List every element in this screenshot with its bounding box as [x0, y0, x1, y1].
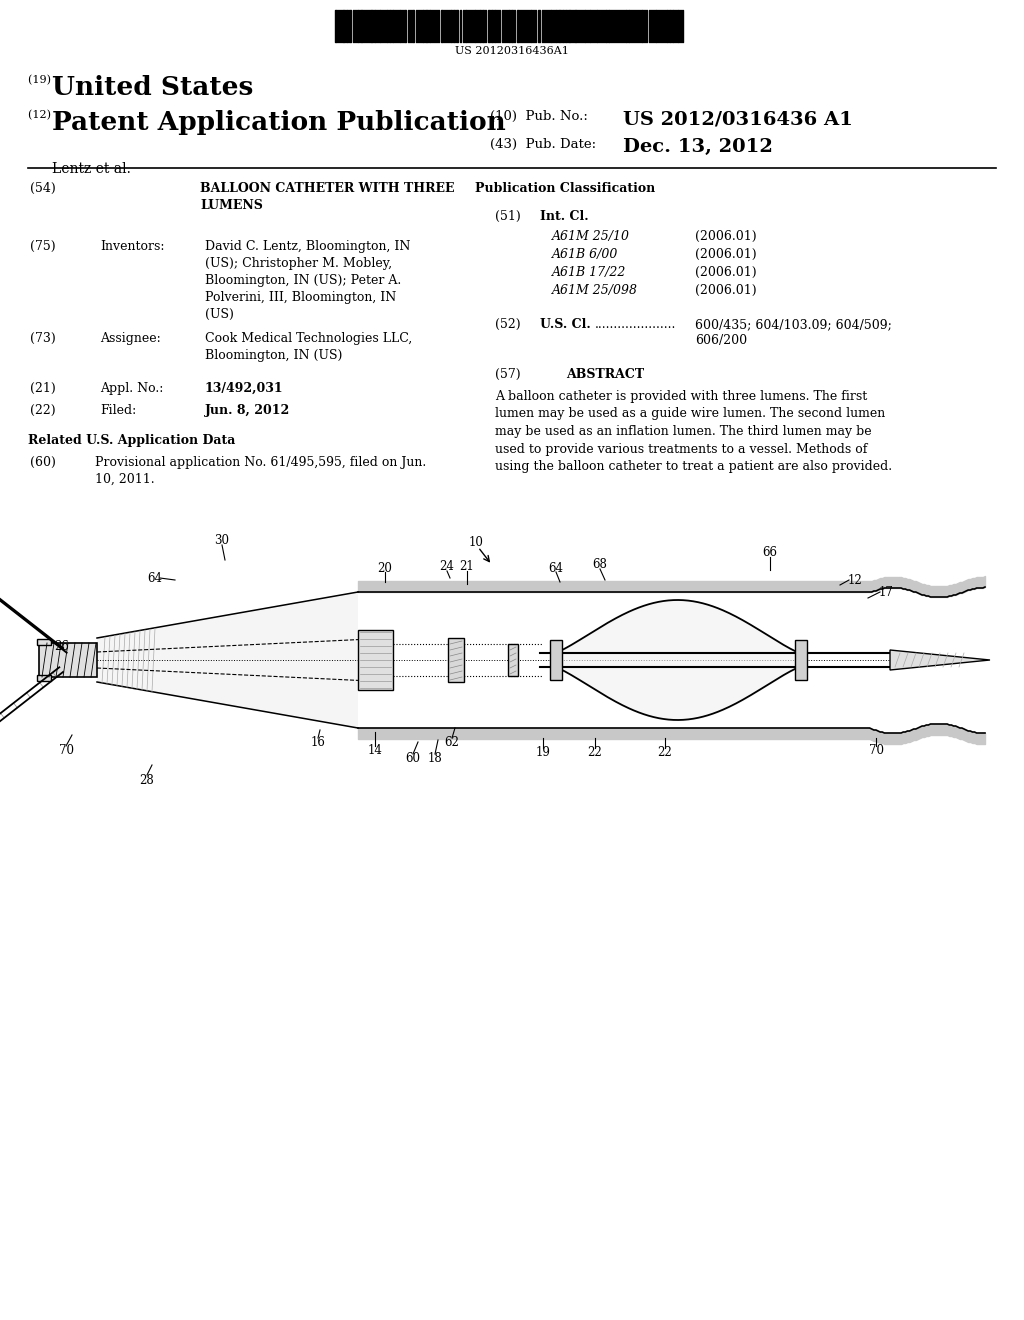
Text: (57): (57): [495, 368, 520, 381]
Text: 66: 66: [763, 545, 777, 558]
Text: Int. Cl.: Int. Cl.: [540, 210, 589, 223]
Text: 12: 12: [848, 573, 862, 586]
Text: 60: 60: [406, 751, 421, 764]
Text: 68: 68: [593, 558, 607, 572]
Text: (60): (60): [30, 455, 56, 469]
Text: 13/492,031: 13/492,031: [205, 381, 284, 395]
Text: (52): (52): [495, 318, 520, 331]
Text: Jun. 8, 2012: Jun. 8, 2012: [205, 404, 290, 417]
Bar: [358, 630, 393, 690]
Text: 606/200: 606/200: [695, 334, 748, 347]
Text: Dec. 13, 2012: Dec. 13, 2012: [623, 139, 773, 156]
Text: A61M 25/10: A61M 25/10: [552, 230, 630, 243]
Text: (12): (12): [28, 110, 54, 120]
Text: David C. Lentz, Bloomington, IN
(US); Christopher M. Mobley,
Bloomington, IN (US: David C. Lentz, Bloomington, IN (US); Ch…: [205, 240, 411, 321]
Text: A61B 17/22: A61B 17/22: [552, 267, 627, 279]
Text: (2006.01): (2006.01): [695, 267, 757, 279]
Text: (43)  Pub. Date:: (43) Pub. Date:: [490, 139, 596, 150]
Text: US 2012/0316436 A1: US 2012/0316436 A1: [623, 110, 853, 128]
Text: U.S. Cl.: U.S. Cl.: [540, 318, 591, 331]
Text: Assignee:: Assignee:: [100, 333, 161, 345]
Bar: [37, 675, 51, 681]
Text: Filed:: Filed:: [100, 404, 136, 417]
Text: 22: 22: [588, 746, 602, 759]
Text: 600/435; 604/103.09; 604/509;: 600/435; 604/103.09; 604/509;: [695, 318, 892, 331]
Text: 64: 64: [549, 561, 563, 574]
Text: 20: 20: [378, 561, 392, 574]
Text: A balloon catheter is provided with three lumens. The first
lumen may be used as: A balloon catheter is provided with thre…: [495, 389, 892, 473]
Text: (2006.01): (2006.01): [695, 248, 757, 261]
Text: Patent Application Publication: Patent Application Publication: [52, 110, 506, 135]
Text: (10)  Pub. No.:: (10) Pub. No.:: [490, 110, 588, 123]
Text: 28: 28: [139, 774, 155, 787]
Text: Cook Medical Technologies LLC,
Bloomington, IN (US): Cook Medical Technologies LLC, Bloomingt…: [205, 333, 413, 362]
Text: A61B 6/00: A61B 6/00: [552, 248, 618, 261]
Text: 30: 30: [214, 533, 229, 546]
Polygon shape: [97, 591, 358, 729]
Text: Inventors:: Inventors:: [100, 240, 165, 253]
Bar: [39, 643, 97, 677]
Text: 24: 24: [439, 561, 455, 573]
Text: 14: 14: [368, 743, 382, 756]
Text: Lentz et al.: Lentz et al.: [52, 162, 131, 176]
Polygon shape: [890, 649, 990, 671]
Text: (75): (75): [30, 240, 55, 253]
Text: (19): (19): [28, 75, 54, 86]
Text: 22: 22: [657, 746, 673, 759]
Bar: [550, 640, 562, 680]
Text: 19: 19: [536, 746, 551, 759]
Bar: [449, 638, 464, 682]
Text: 10: 10: [469, 536, 483, 549]
Text: (21): (21): [30, 381, 55, 395]
Text: Appl. No.:: Appl. No.:: [100, 381, 164, 395]
Text: A61M 25/098: A61M 25/098: [552, 284, 638, 297]
Text: US 20120316436A1: US 20120316436A1: [455, 46, 569, 55]
Text: (54): (54): [30, 182, 55, 195]
Text: 70: 70: [58, 743, 74, 756]
Text: 62: 62: [444, 735, 460, 748]
Text: (73): (73): [30, 333, 55, 345]
Text: 70: 70: [868, 743, 884, 756]
Text: Provisional application No. 61/495,595, filed on Jun.
10, 2011.: Provisional application No. 61/495,595, …: [95, 455, 426, 486]
Text: 64: 64: [147, 572, 163, 585]
Text: ABSTRACT: ABSTRACT: [566, 368, 644, 381]
Bar: [508, 644, 518, 676]
Text: BALLOON CATHETER WITH THREE
LUMENS: BALLOON CATHETER WITH THREE LUMENS: [200, 182, 455, 213]
Bar: [37, 639, 51, 645]
Text: 18: 18: [428, 751, 442, 764]
Text: Related U.S. Application Data: Related U.S. Application Data: [28, 434, 236, 447]
Text: United States: United States: [52, 75, 253, 100]
Text: (51): (51): [495, 210, 521, 223]
Text: 21: 21: [460, 561, 474, 573]
Text: 17: 17: [879, 586, 893, 598]
Text: 16: 16: [310, 735, 326, 748]
Text: .....................: .....................: [595, 318, 677, 331]
Text: (2006.01): (2006.01): [695, 284, 757, 297]
Text: (22): (22): [30, 404, 55, 417]
Text: 26: 26: [54, 639, 70, 652]
Bar: [795, 640, 807, 680]
Text: Publication Classification: Publication Classification: [475, 182, 655, 195]
Text: (2006.01): (2006.01): [695, 230, 757, 243]
